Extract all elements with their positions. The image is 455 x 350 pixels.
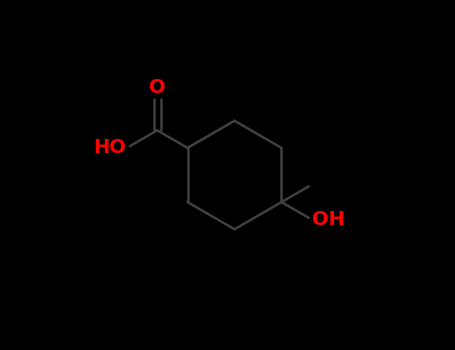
Text: OH: OH [312, 210, 345, 229]
Text: O: O [149, 78, 166, 97]
Text: HO: HO [93, 138, 126, 158]
